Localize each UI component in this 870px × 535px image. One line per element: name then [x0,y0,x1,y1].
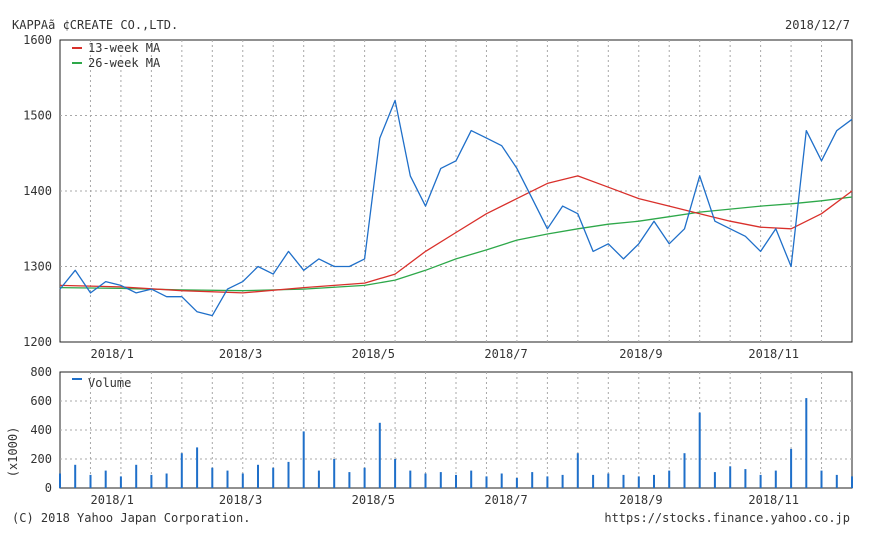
volume-bar [515,477,518,488]
volume-y-tick-label: 0 [45,481,52,495]
volume-bar [576,453,579,488]
volume-bar [698,412,701,488]
volume-x-tick-label: 2018/11 [748,493,799,507]
legend-label-ma13-line: 13-week MA [88,41,161,55]
ma13-line [59,175,853,294]
price-x-tick-label: 2018/11 [748,347,799,361]
volume-bar [104,470,107,488]
volume-bar [333,459,336,488]
chart-title: KAPPAã ¢CREATE CO.,LTD. [12,18,179,32]
chart-date: 2018/12/7 [784,18,850,32]
price-x-tick-label: 2018/5 [352,347,395,361]
price-x-tick-label: 2018/3 [219,347,262,361]
volume-bar [348,472,351,488]
volume-bar [409,470,412,488]
volume-bar [89,474,92,488]
price-y-tick-label: 1500 [23,109,52,123]
price-x-tick-label: 2018/7 [484,347,527,361]
volume-y-tick-label: 200 [30,452,52,466]
volume-bar [394,459,397,488]
volume-y-tick-label: 800 [30,365,52,379]
volume-bar [119,476,122,488]
volume-bar [668,470,671,488]
legend-label-ma26-line: 26-week MA [88,56,161,70]
source-url[interactable]: https://stocks.finance.yahoo.co.jp [604,511,850,525]
price-y-tick-label: 1200 [23,335,52,349]
volume-bar [820,470,823,488]
volume-bar [241,473,244,488]
volume-bar [592,474,595,488]
volume-bar [424,473,427,488]
volume-bar [546,476,549,488]
volume-bar [835,474,838,488]
price-x-tick-label: 2018/9 [619,347,662,361]
volume-bar [470,470,473,488]
volume-bar [607,473,610,488]
legend-label-volume: Volume [88,376,131,390]
volume-bar [74,464,77,488]
volume-bar [683,453,686,488]
volume-bar [226,470,229,488]
volume-x-tick-label: 2018/5 [352,493,395,507]
volume-bar [257,464,259,488]
volume-bar [561,474,564,488]
volume-bar [744,469,747,488]
volume-bar [150,474,153,488]
volume-bar [165,473,168,488]
volume-bar [729,466,732,489]
price-line [59,99,853,317]
volume-bar [759,474,762,488]
price-x-tick-label: 2018/1 [91,347,134,361]
volume-bar [439,472,442,488]
volume-x-tick-label: 2018/3 [219,493,262,507]
volume-x-tick-label: 2018/9 [619,493,662,507]
volume-bar [211,467,214,488]
price-y-tick-label: 1600 [23,33,52,47]
volume-bar [287,461,290,488]
volume-bar [272,467,275,488]
volume-bar [378,422,381,489]
volume-y-axis-label: (x1000) [6,427,20,478]
volume-x-tick-label: 2018/1 [91,493,134,507]
volume-bar [851,476,853,488]
volume-bar [485,476,488,488]
volume-bar [774,470,777,488]
volume-bar [135,464,138,488]
price-y-tick-label: 1400 [23,184,52,198]
volume-bar [317,470,320,488]
volume-x-tick-label: 2018/7 [484,493,527,507]
volume-bar [713,472,716,488]
volume-bar [363,467,366,488]
volume-y-tick-label: 400 [30,423,52,437]
volume-y-tick-label: 600 [30,394,52,408]
copyright-text: (C) 2018 Yahoo Japan Corporation. [12,511,251,525]
volume-bar [302,431,305,488]
volume-bar [59,473,61,488]
volume-bar [196,447,199,488]
price-y-tick-label: 1300 [23,260,52,274]
volume-bar [531,472,534,488]
volume-bar [805,398,808,488]
volume-bar [622,474,625,488]
volume-bar [500,473,503,488]
volume-bar [790,448,793,488]
volume-bar [180,453,183,488]
volume-bar [455,474,457,488]
volume-bar [653,474,655,488]
volume-bar [637,476,640,488]
